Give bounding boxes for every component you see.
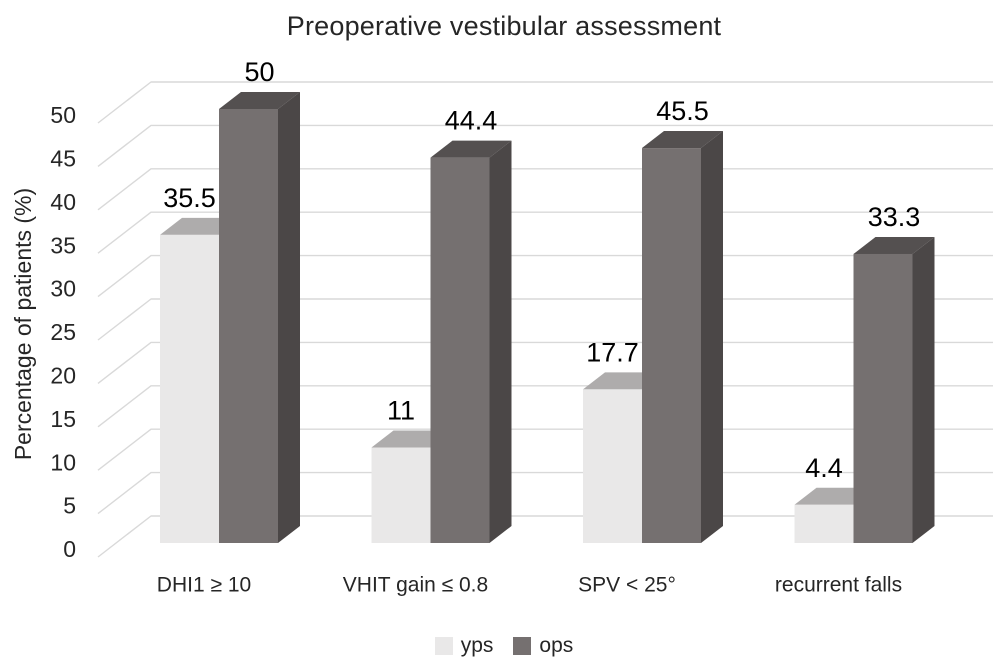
y-axis-title: Percentage of patients (%): [10, 188, 36, 460]
legend-swatch-ops: [513, 637, 532, 655]
category-label-3: recurrent falls: [775, 574, 902, 597]
bar-side-ops-2: [701, 131, 723, 543]
y-tick-label-35: 35: [50, 232, 76, 258]
bar-side-ops-3: [912, 236, 935, 543]
bar-side-ops-0: [278, 92, 300, 543]
bar-yps-1: [371, 447, 431, 543]
y-tick-label-10: 10: [50, 449, 76, 475]
bar-ops-0: [219, 109, 278, 543]
bar-side-ops-1: [489, 140, 512, 543]
y-tick-label-15: 15: [50, 406, 76, 432]
bar-top-ops-1: [430, 140, 512, 158]
y-tick-label-30: 30: [50, 276, 76, 302]
chart-legend: yps ops: [0, 630, 1008, 662]
data-label-yps-2: 17.7: [586, 337, 639, 367]
y-tick-label-45: 45: [50, 145, 76, 171]
data-label-ops-1: 44.4: [445, 106, 498, 136]
data-label-ops-2: 45.5: [656, 96, 709, 126]
legend-label-ops: ops: [539, 634, 574, 657]
legend-item-yps: yps: [434, 634, 494, 658]
y-tick-label-0: 0: [63, 536, 76, 562]
y-tick-label-20: 20: [50, 362, 76, 388]
y-tick-label-25: 25: [50, 319, 76, 345]
gridline-45: [97, 124, 993, 167]
data-label-yps-0: 35.5: [163, 183, 216, 213]
bar-yps-3: [794, 504, 854, 543]
gridline-50: [97, 81, 993, 124]
bar-top-ops-2: [642, 131, 723, 149]
bar-top-ops-3: [853, 236, 935, 254]
y-tick-label-40: 40: [50, 189, 76, 215]
data-label-yps-1: 11: [387, 396, 415, 426]
y-tick-label-5: 5: [63, 493, 76, 519]
data-label-ops-3: 33.3: [868, 202, 921, 232]
bar-yps-2: [583, 389, 642, 543]
bar-ops-2: [642, 148, 701, 543]
y-tick-label-50: 50: [50, 102, 76, 128]
bar-yps-0: [160, 234, 219, 544]
category-label-2: SPV < 25°: [578, 574, 676, 597]
data-label-ops-0: 50: [244, 57, 274, 87]
legend-swatch-yps: [434, 637, 453, 655]
bar-ops-1: [430, 157, 490, 543]
data-label-yps-3: 4.4: [805, 453, 843, 483]
category-label-1: VHIT gain ≤ 0.8: [343, 574, 488, 597]
legend-label-yps: yps: [460, 634, 494, 657]
bar-top-ops-0: [219, 92, 300, 109]
legend-item-ops: ops: [513, 634, 573, 658]
category-label-0: DHI1 ≥ 10: [157, 574, 251, 597]
chart-title: Preoperative vestibular assessment: [286, 11, 722, 41]
bar-ops-3: [853, 253, 913, 543]
